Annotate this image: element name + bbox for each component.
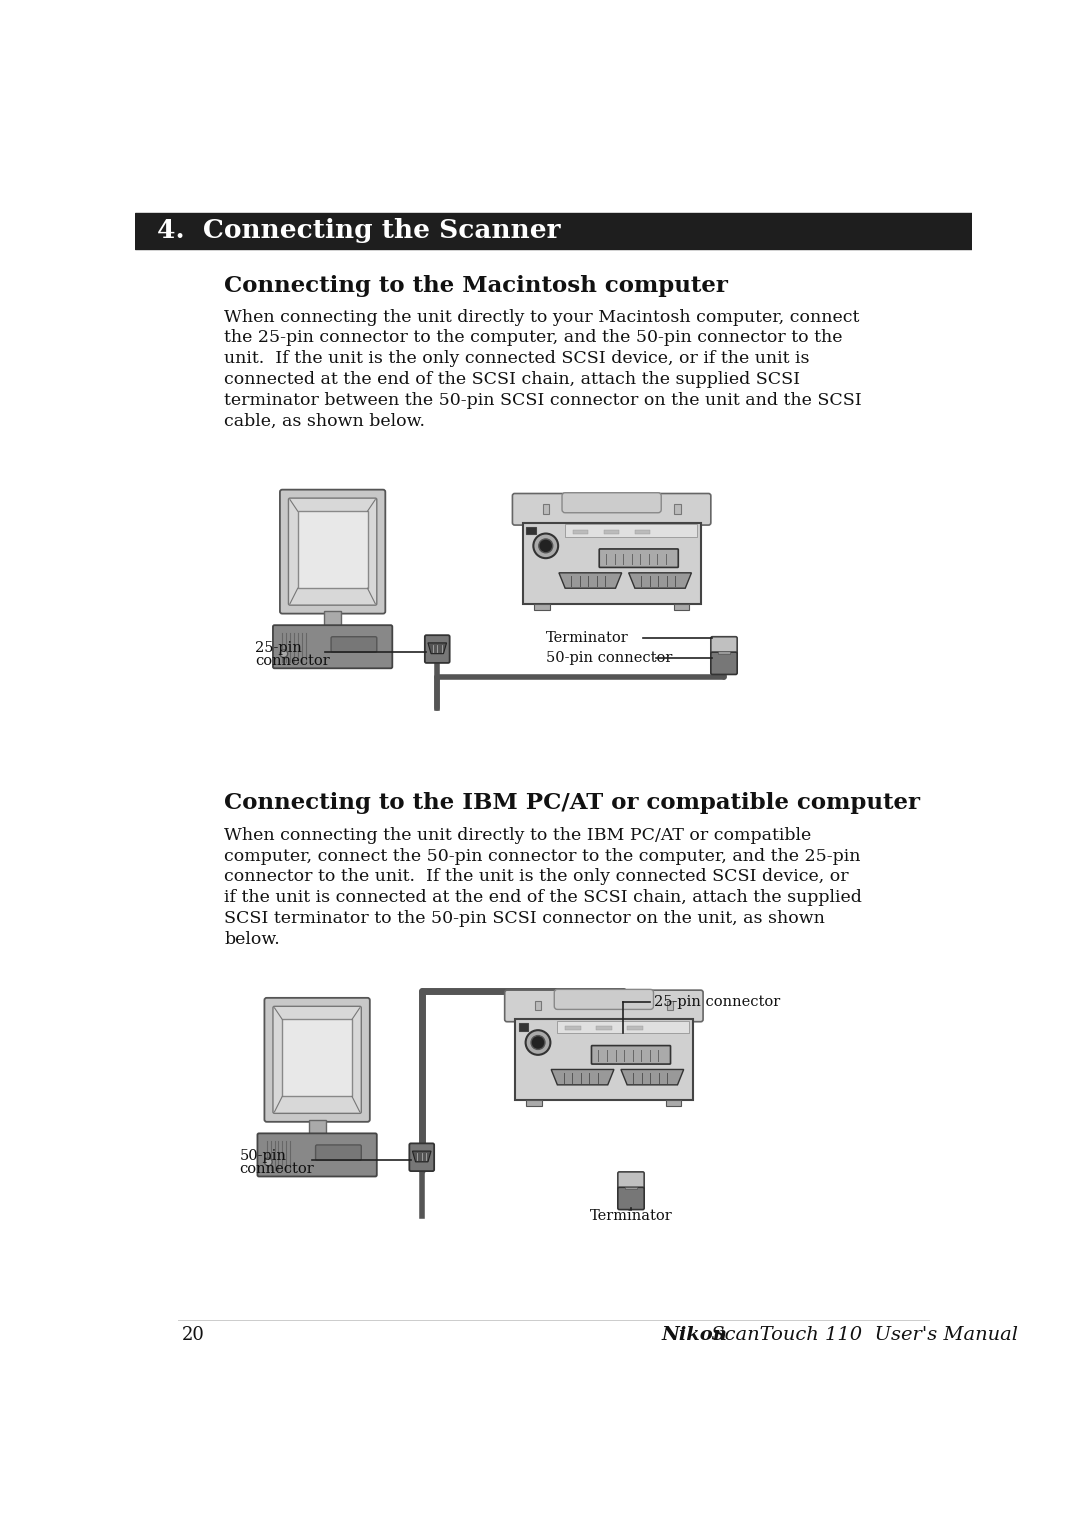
Polygon shape [629, 573, 691, 589]
Bar [515, 1019, 693, 1101]
Bar [135, 213, 972, 248]
FancyBboxPatch shape [711, 652, 738, 675]
Text: Connecting to the Macintosh computer: Connecting to the Macintosh computer [225, 274, 728, 297]
Bar [625, 1187, 637, 1188]
FancyBboxPatch shape [273, 625, 392, 668]
FancyBboxPatch shape [257, 1133, 377, 1176]
Bar [557, 1021, 689, 1033]
FancyBboxPatch shape [554, 989, 653, 1009]
FancyBboxPatch shape [409, 1144, 434, 1171]
Polygon shape [559, 573, 622, 589]
Polygon shape [621, 1070, 684, 1085]
Text: 50-pin: 50-pin [240, 1150, 286, 1164]
Text: connected at the end of the SCSI chain, attach the supplied SCSI: connected at the end of the SCSI chain, … [225, 371, 800, 388]
Text: connector: connector [255, 653, 329, 667]
Circle shape [539, 540, 553, 553]
Bar [324, 612, 341, 627]
Text: SCSI terminator to the 50-pin SCSI connector on the unit, as shown: SCSI terminator to the 50-pin SCSI conne… [225, 911, 825, 927]
Circle shape [534, 533, 558, 558]
Circle shape [280, 650, 287, 658]
Bar [565, 524, 697, 537]
Text: 25-pin: 25-pin [255, 641, 302, 655]
FancyBboxPatch shape [332, 636, 377, 652]
FancyBboxPatch shape [618, 1187, 644, 1210]
Text: below.: below. [225, 931, 280, 947]
Bar [674, 504, 680, 514]
Bar [309, 1119, 326, 1134]
Text: 4.  Connecting the Scanner: 4. Connecting the Scanner [157, 218, 561, 244]
Circle shape [265, 1157, 272, 1165]
FancyBboxPatch shape [265, 998, 369, 1122]
Text: 20: 20 [181, 1326, 204, 1344]
Text: Terminator: Terminator [590, 1208, 673, 1223]
Text: if the unit is connected at the end of the SCSI chain, attach the supplied: if the unit is connected at the end of t… [225, 889, 862, 906]
Circle shape [531, 1036, 545, 1050]
Text: Connecting to the IBM PC/AT or compatible computer: Connecting to the IBM PC/AT or compatibl… [225, 793, 920, 814]
Text: 50-pin connector: 50-pin connector [545, 650, 672, 664]
FancyBboxPatch shape [711, 636, 738, 655]
Text: the 25-pin connector to the computer, and the 50-pin connector to the: the 25-pin connector to the computer, an… [225, 330, 842, 346]
Bar [666, 1101, 681, 1107]
FancyBboxPatch shape [424, 635, 449, 662]
Text: terminator between the 50-pin SCSI connector on the unit and the SCSI: terminator between the 50-pin SCSI conne… [225, 392, 862, 409]
FancyBboxPatch shape [315, 1145, 362, 1160]
Text: cable, as shown below.: cable, as shown below. [225, 412, 426, 429]
Bar [635, 530, 650, 533]
Text: connector to the unit.  If the unit is the only connected SCSI device, or: connector to the unit. If the unit is th… [225, 869, 849, 886]
FancyBboxPatch shape [273, 1006, 362, 1113]
Polygon shape [551, 1070, 613, 1085]
Text: connector: connector [240, 1162, 314, 1176]
Bar [282, 1019, 352, 1096]
Circle shape [526, 1030, 551, 1055]
Bar [666, 1001, 673, 1010]
Bar [526, 527, 536, 535]
Bar [596, 1026, 611, 1030]
Text: computer, connect the 50-pin connector to the computer, and the 25-pin: computer, connect the 50-pin connector t… [225, 848, 861, 865]
FancyBboxPatch shape [599, 549, 678, 567]
Bar [627, 1026, 643, 1030]
Bar [535, 1001, 541, 1010]
Polygon shape [428, 642, 446, 653]
Bar [526, 1101, 542, 1107]
FancyBboxPatch shape [288, 498, 377, 606]
Bar [674, 604, 689, 610]
FancyBboxPatch shape [512, 494, 711, 526]
Bar [565, 1026, 581, 1030]
Text: ScanTouch 110  User's Manual: ScanTouch 110 User's Manual [705, 1326, 1018, 1344]
FancyBboxPatch shape [504, 990, 703, 1021]
Polygon shape [413, 1151, 431, 1162]
Text: 25-pin connector: 25-pin connector [654, 995, 781, 1009]
Bar [518, 1023, 528, 1032]
Text: Nikon: Nikon [662, 1326, 728, 1344]
Text: unit.  If the unit is the only connected SCSI device, or if the unit is: unit. If the unit is the only connected … [225, 350, 810, 368]
Bar [542, 504, 549, 514]
FancyBboxPatch shape [280, 489, 386, 613]
Bar [604, 530, 619, 533]
Bar [523, 523, 701, 604]
FancyBboxPatch shape [618, 1171, 644, 1190]
FancyBboxPatch shape [562, 492, 661, 512]
Bar [718, 652, 730, 653]
Bar [298, 510, 367, 589]
FancyBboxPatch shape [592, 1046, 671, 1064]
Text: Terminator: Terminator [545, 632, 629, 645]
Text: When connecting the unit directly to the IBM PC/AT or compatible: When connecting the unit directly to the… [225, 826, 811, 843]
Bar [572, 530, 589, 533]
Text: When connecting the unit directly to your Macintosh computer, connect: When connecting the unit directly to you… [225, 308, 860, 325]
Bar [535, 604, 550, 610]
